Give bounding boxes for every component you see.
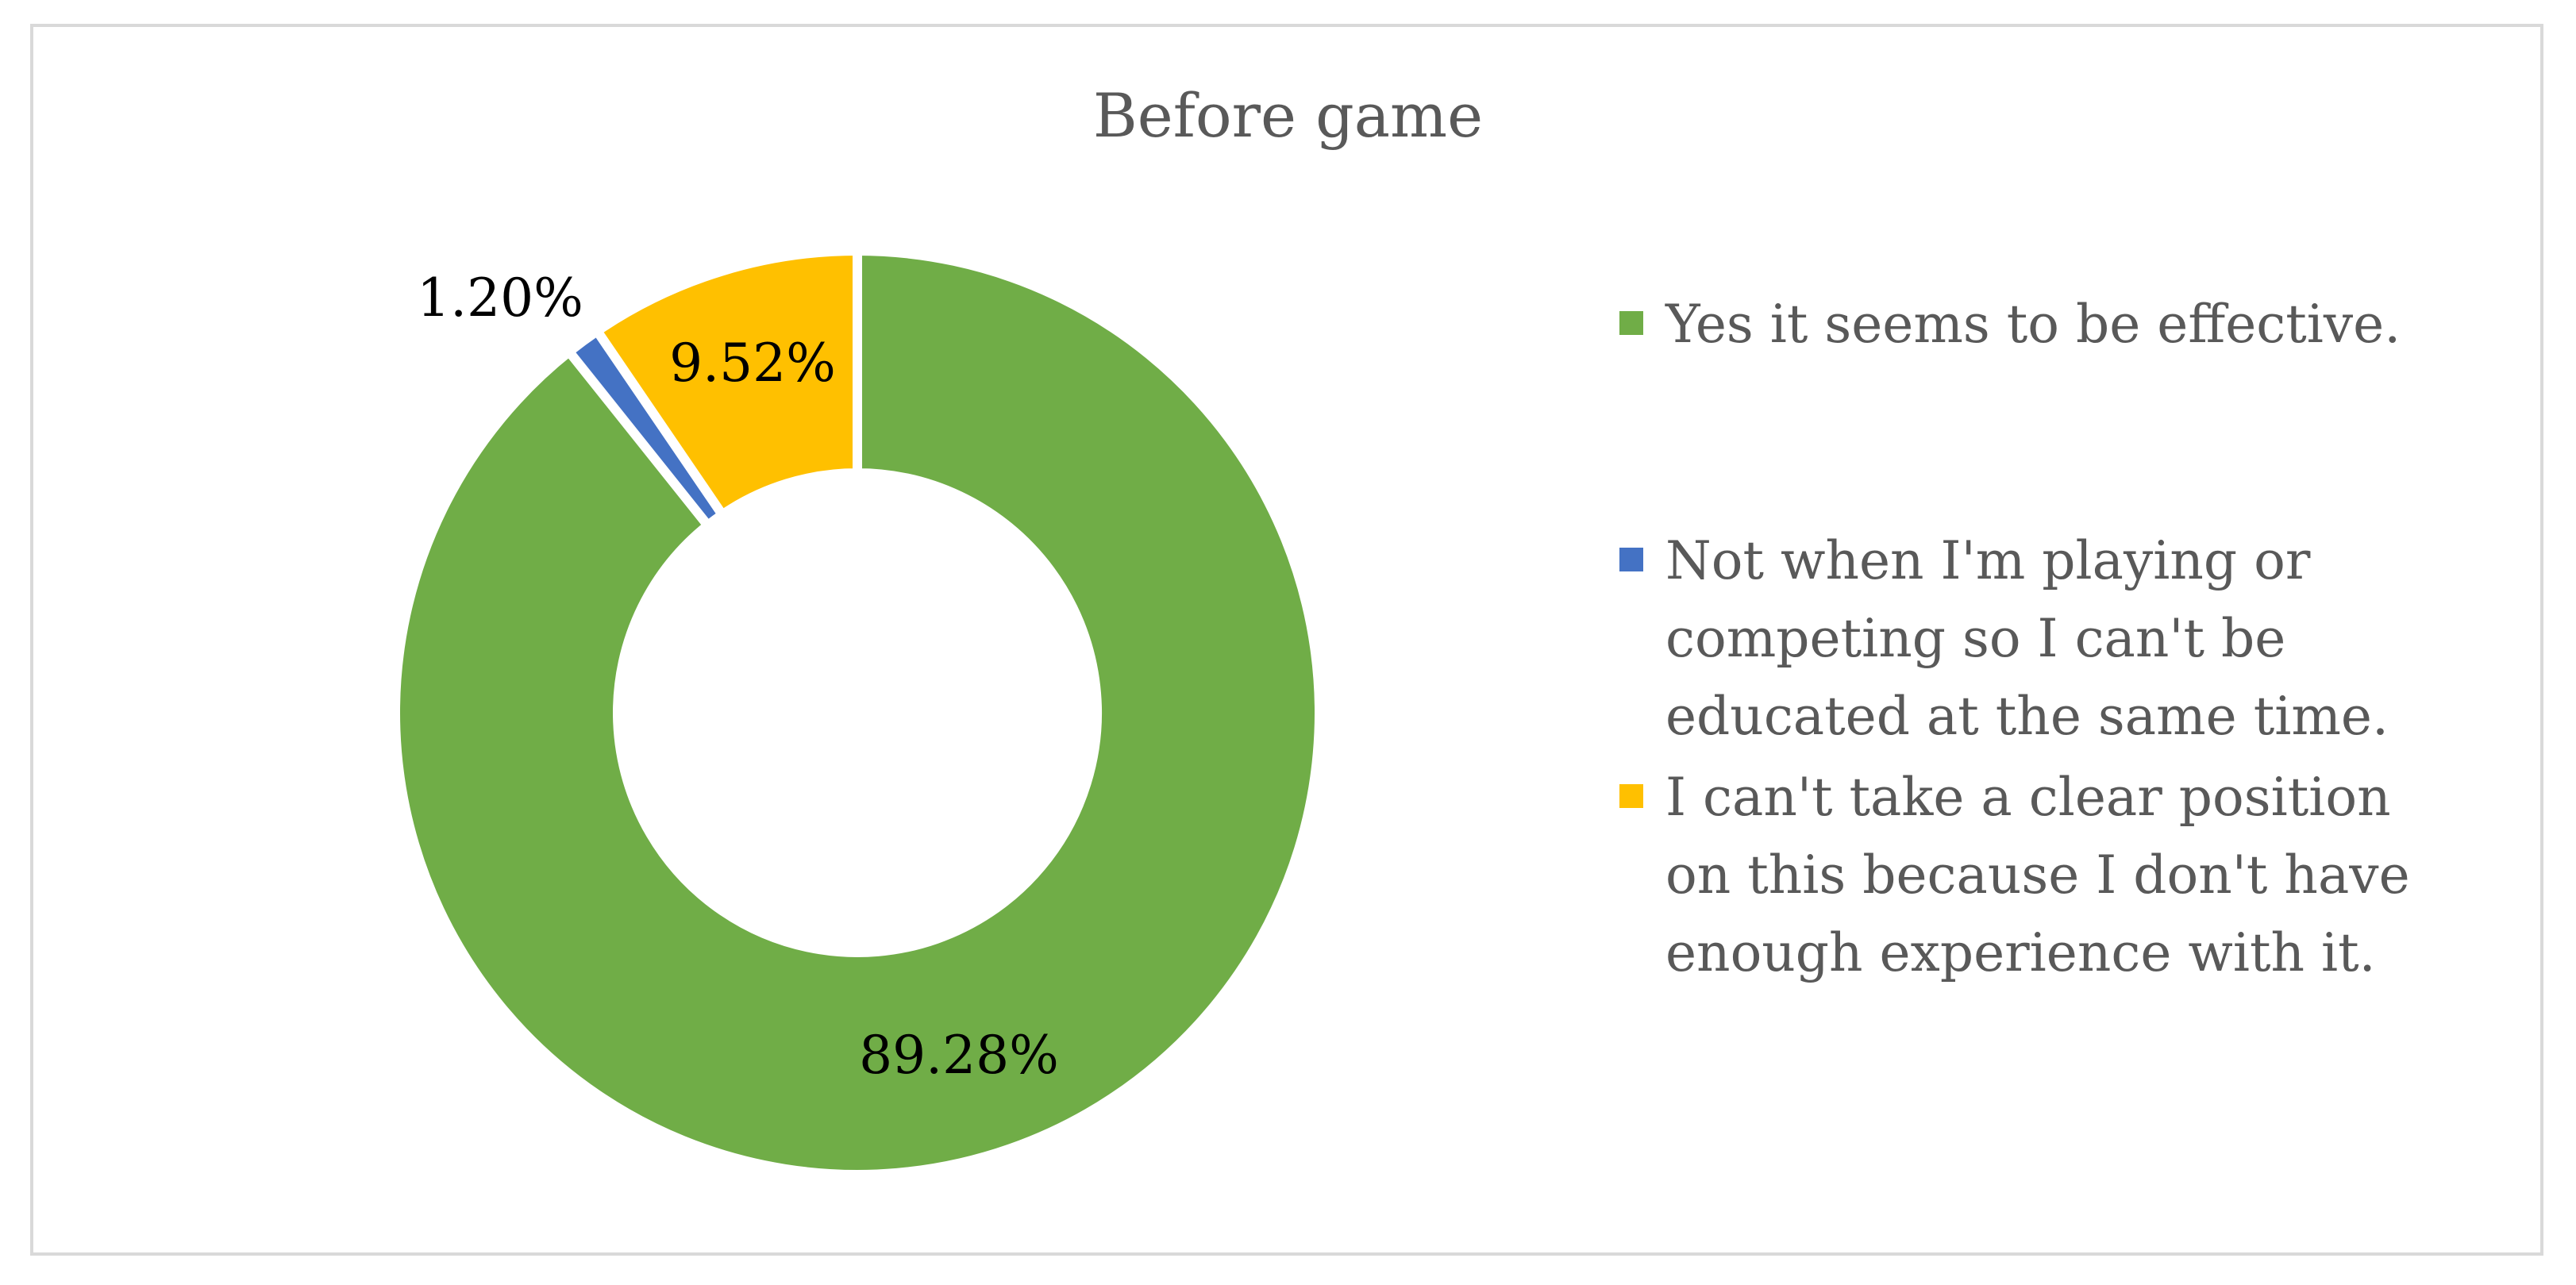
legend-swatch-no-clear-position	[1619, 784, 1643, 808]
slice-no-clear-position	[590, 245, 862, 521]
legend-swatch-effective	[1619, 311, 1643, 335]
slice-label-no-clear-position: 9.52%	[669, 333, 836, 394]
legend-swatch-not-when-playing	[1619, 548, 1643, 571]
chart-title: Before game	[1092, 80, 1484, 151]
slice-effective	[391, 245, 1324, 1179]
slice-label-not-when-playing: 1.20%	[417, 267, 583, 329]
slice-label-effective: 89.28%	[859, 1025, 1059, 1086]
legend-label-effective: Yes it seems to be effective.	[1665, 294, 2401, 355]
legend-label-not-when-playing: Not when I'm playing or competing so I c…	[1665, 530, 2389, 747]
legend-label-no-clear-position: I can't take a clear position on this be…	[1665, 767, 2410, 983]
